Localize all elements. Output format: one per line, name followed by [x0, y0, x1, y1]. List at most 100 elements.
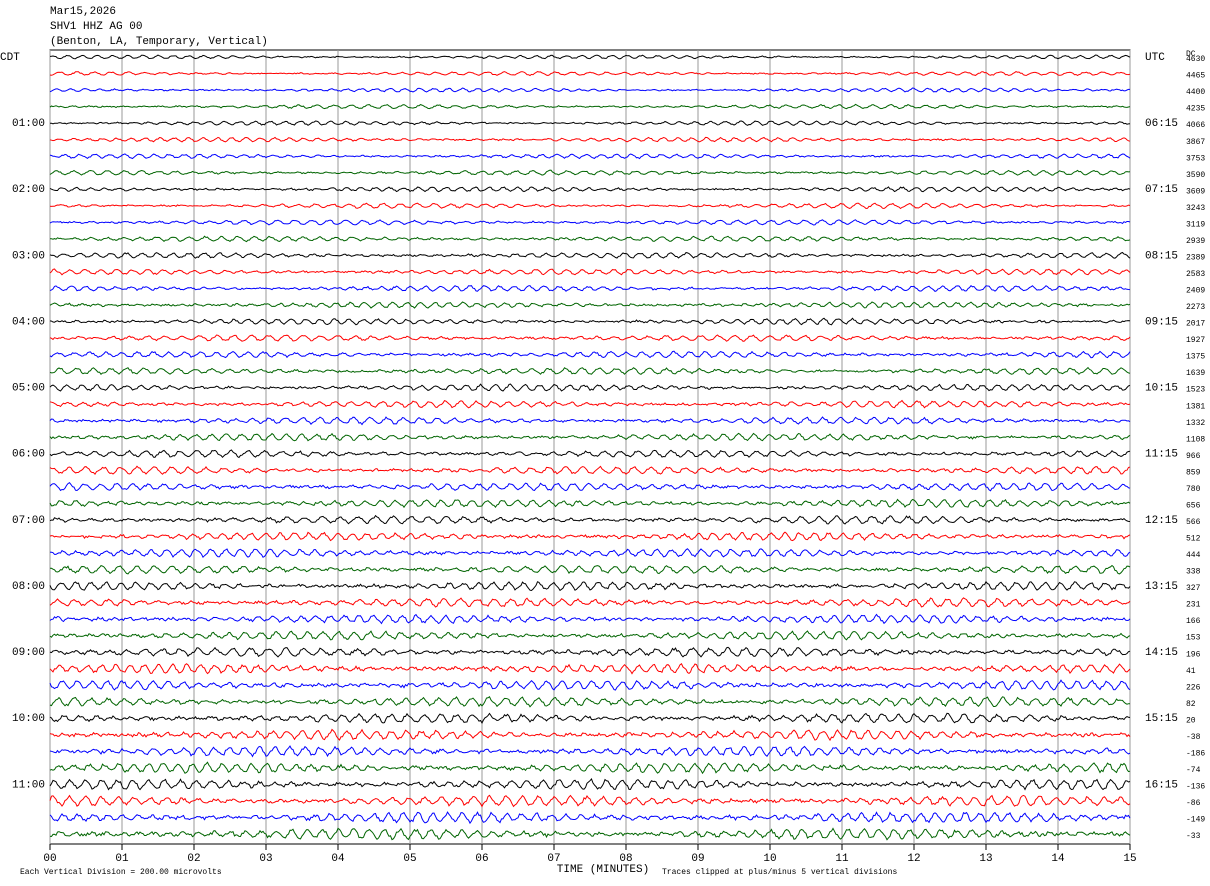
right-hour-label: 16:15 — [1145, 779, 1178, 791]
dc-value: 4066 — [1186, 121, 1205, 130]
dc-value: -149 — [1186, 816, 1205, 825]
dc-value: 1108 — [1186, 435, 1205, 444]
trace — [49, 432, 1131, 442]
trace — [49, 301, 1131, 309]
dc-value: 1375 — [1186, 353, 1205, 362]
dc-value: 444 — [1186, 551, 1201, 560]
x-tick-label: 05 — [403, 853, 416, 865]
trace — [50, 235, 1131, 243]
trace — [49, 811, 1131, 825]
dc-value: 166 — [1186, 617, 1201, 626]
trace — [49, 482, 1131, 492]
right-hour-label: 11:15 — [1145, 449, 1178, 461]
trace — [49, 103, 1131, 110]
left-hour-label: 03:00 — [12, 250, 45, 262]
trace — [49, 778, 1131, 791]
trace — [49, 663, 1131, 675]
right-hour-label: 13:15 — [1145, 581, 1178, 593]
trace — [49, 136, 1131, 143]
trace — [49, 449, 1131, 459]
dc-value: -74 — [1186, 766, 1201, 775]
dc-value: 231 — [1186, 601, 1201, 610]
clip-note: Traces clipped at plus/minus 5 vertical … — [662, 868, 897, 877]
dc-value: 1639 — [1186, 369, 1205, 378]
dc-value: 3867 — [1186, 138, 1205, 147]
dc-value: 2389 — [1186, 253, 1205, 262]
dc-value: 82 — [1186, 700, 1196, 709]
x-tick-label: 06 — [475, 853, 488, 865]
trace — [49, 613, 1131, 625]
trace — [49, 54, 1131, 60]
dc-value: 512 — [1186, 535, 1201, 544]
trace — [49, 728, 1131, 742]
x-tick-label: 14 — [1051, 853, 1065, 865]
trace — [49, 745, 1131, 758]
left-hour-label: 08:00 — [12, 581, 45, 593]
title-line: Mar15,2026 — [50, 6, 116, 18]
trace — [49, 71, 1131, 77]
dc-value: 3590 — [1186, 171, 1205, 180]
title-line: SHV1 HHZ AG 00 — [50, 21, 142, 33]
scale-note: Each Vertical Division = 200.00 microvol… — [20, 868, 222, 877]
left-hour-label: 11:00 — [12, 779, 45, 791]
x-tick-label: 07 — [547, 853, 560, 865]
trace — [49, 285, 1131, 292]
dc-value: 4235 — [1186, 105, 1205, 114]
dc-value: 3119 — [1186, 220, 1205, 229]
trace — [49, 465, 1131, 476]
x-tick-label: 02 — [187, 853, 200, 865]
dc-value: 1927 — [1186, 336, 1205, 345]
trace — [49, 794, 1131, 808]
dc-value: 3243 — [1186, 204, 1205, 213]
trace — [49, 317, 1131, 326]
trace — [49, 696, 1130, 708]
right-hour-label: 15:15 — [1145, 713, 1178, 725]
dc-value: 2017 — [1186, 320, 1205, 329]
x-tick-label: 01 — [115, 853, 129, 865]
trace — [49, 251, 1131, 259]
dc-value: 2583 — [1186, 270, 1205, 279]
left-hour-label: 07:00 — [12, 515, 45, 527]
dc-value: -186 — [1186, 749, 1205, 758]
trace — [49, 827, 1131, 841]
dc-value: -38 — [1186, 733, 1201, 742]
right-hour-label: 06:15 — [1145, 118, 1178, 130]
trace — [49, 580, 1131, 592]
trace — [49, 120, 1131, 126]
dc-value: 196 — [1186, 650, 1201, 659]
dc-value: 153 — [1186, 634, 1201, 643]
x-tick-label: 15 — [1123, 853, 1136, 865]
x-tick-label: 13 — [979, 853, 992, 865]
trace — [50, 564, 1131, 575]
x-tick-label: 00 — [43, 853, 56, 865]
dc-value: 2273 — [1186, 303, 1205, 312]
dc-value: 1332 — [1186, 419, 1205, 428]
dc-value: 2939 — [1186, 237, 1205, 246]
right-hour-label: 10:15 — [1145, 383, 1178, 395]
trace — [49, 416, 1131, 426]
trace — [49, 712, 1131, 725]
dc-value: 1523 — [1186, 386, 1205, 395]
dc-value: 41 — [1186, 667, 1196, 676]
left-hour-label: 09:00 — [12, 647, 45, 659]
left-hour-label: 10:00 — [12, 713, 45, 725]
trace — [49, 169, 1131, 176]
dc-value: 327 — [1186, 584, 1201, 593]
x-tick-label: 09 — [691, 853, 704, 865]
dc-value: 859 — [1186, 468, 1201, 477]
trace — [49, 268, 1131, 276]
trace — [49, 646, 1131, 658]
right-zone: UTC — [1145, 52, 1165, 64]
trace — [49, 630, 1131, 641]
dc-value: 4400 — [1186, 88, 1205, 97]
x-tick-label: 04 — [331, 853, 345, 865]
x-tick-label: 08 — [619, 853, 632, 865]
trace — [49, 334, 1131, 342]
dc-value: 656 — [1186, 501, 1201, 510]
dc-value: -136 — [1186, 783, 1205, 792]
dc-value: 3753 — [1186, 154, 1205, 163]
left-hour-label: 01:00 — [12, 118, 45, 130]
x-tick-label: 12 — [907, 853, 920, 865]
